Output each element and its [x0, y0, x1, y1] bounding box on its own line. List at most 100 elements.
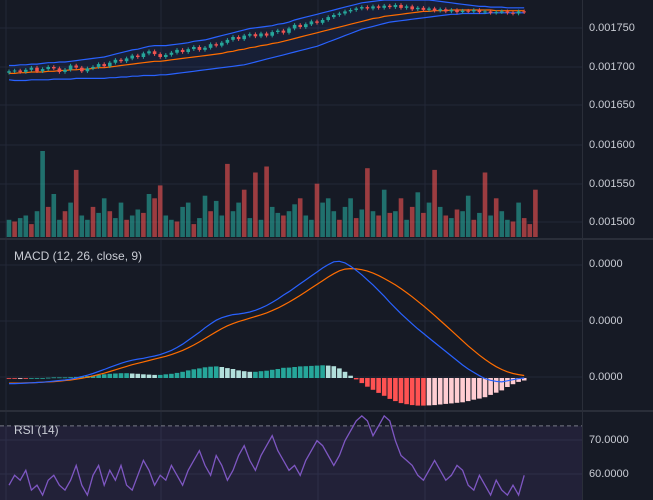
macd-histogram-bar [45, 377, 51, 379]
candle-body [192, 47, 196, 50]
macd-histogram-bar [163, 374, 169, 378]
bollinger-upper-band [9, 0, 525, 67]
bollinger-band-area [9, 0, 525, 81]
macd-histogram-bar [202, 367, 208, 378]
volume-bar [516, 202, 521, 237]
candle-body [231, 37, 235, 40]
macd-histogram-bar [471, 378, 477, 400]
volume-bar [409, 206, 415, 237]
candle-body [203, 47, 207, 50]
macd-histogram-bar [421, 378, 426, 406]
macd-histogram-bar [449, 378, 454, 404]
volume-bar [477, 212, 482, 237]
macd-line [9, 260, 525, 385]
candle-body [455, 10, 459, 13]
candle-body [46, 67, 50, 70]
candle-body [91, 67, 95, 69]
macd-histogram-bar [197, 368, 202, 378]
volume-bar [225, 163, 230, 237]
price-axis-label: 0.001700 [589, 61, 635, 73]
macd-histogram-bar [443, 378, 449, 404]
volume-bar [141, 212, 146, 237]
volume-bar [152, 198, 157, 237]
volume-bar [292, 204, 297, 237]
macd-title[interactable]: MACD (12, 26, close, 9) [14, 249, 143, 263]
volume-bar [342, 206, 348, 237]
price-axis-label: 0.001500 [589, 216, 635, 228]
candle-body [326, 17, 330, 20]
volume-bar [113, 218, 118, 237]
volume-bar [197, 218, 202, 237]
macd-histogram-bar [40, 378, 45, 379]
macd-histogram-bar [157, 374, 163, 378]
volume-bar [286, 211, 292, 237]
candle-body [360, 7, 364, 9]
macd-axis-label: 0.0000 [589, 315, 623, 327]
candle-body [505, 11, 510, 13]
candle-body [119, 59, 123, 62]
candle-body [371, 6, 375, 9]
candle-body [29, 67, 34, 70]
candle-body [85, 68, 90, 72]
macd-histogram-bar [337, 368, 342, 378]
volume-bar [68, 202, 73, 237]
candle-body [287, 28, 291, 33]
volume-bar [421, 212, 426, 237]
volume-bar [493, 198, 499, 237]
volume-bar [337, 219, 342, 237]
candle-body [309, 21, 314, 25]
volume-bar [309, 219, 314, 237]
candle-body [113, 59, 118, 63]
candle-body [416, 7, 420, 10]
volume-bar [169, 219, 174, 237]
candle-body [197, 47, 202, 50]
rsi-axis-label: 70.0000 [589, 434, 629, 446]
macd-histogram-bar [152, 374, 157, 378]
candle-body [404, 6, 409, 8]
candle-body [270, 32, 274, 36]
volume-bar [146, 194, 152, 237]
candle-body [304, 24, 308, 28]
price-candles [7, 0, 526, 82]
macd-histogram-bar [359, 378, 365, 384]
macd-histogram-bar [253, 371, 258, 378]
macd-histogram-bar [303, 366, 309, 378]
macd-histogram-bar [342, 371, 348, 378]
volume-bar [258, 219, 264, 237]
volume-bar [202, 195, 208, 237]
macd-histogram-bar [370, 378, 376, 390]
candle-body [63, 69, 67, 72]
volume-bar [426, 202, 432, 237]
candle-body [444, 9, 448, 12]
macd-histogram-bar [465, 378, 471, 402]
candle-body [488, 11, 493, 13]
volume-bar [460, 211, 465, 237]
volume-bar [370, 211, 376, 237]
macd-histogram-bar [415, 378, 421, 406]
candle-body [35, 67, 39, 72]
candle-body [220, 42, 224, 46]
volume-bar [325, 198, 331, 237]
macd-histogram-bar [493, 378, 499, 393]
volume-bar [62, 211, 68, 237]
macd-histogram-bar [96, 374, 101, 378]
volume-bar [79, 215, 85, 237]
macd-histogram-bar [6, 378, 12, 379]
candle-body [477, 10, 482, 13]
volume-bar [90, 206, 96, 237]
macd-axis-label: 0.0000 [589, 258, 623, 270]
volume-bar [527, 224, 533, 237]
macd-histogram-bar [124, 373, 129, 378]
volume-bar [331, 211, 337, 237]
rsi-title[interactable]: RSI (14) [14, 423, 59, 437]
macd-histogram-bar [404, 378, 409, 405]
volume-bar [23, 215, 29, 237]
macd-histogram-bar [309, 365, 314, 378]
volume-bar [163, 215, 169, 237]
macd-histogram-bar [314, 365, 320, 378]
price-axis-label: 0.001650 [589, 99, 635, 111]
candle-body [376, 6, 381, 8]
candle-body [96, 64, 101, 67]
